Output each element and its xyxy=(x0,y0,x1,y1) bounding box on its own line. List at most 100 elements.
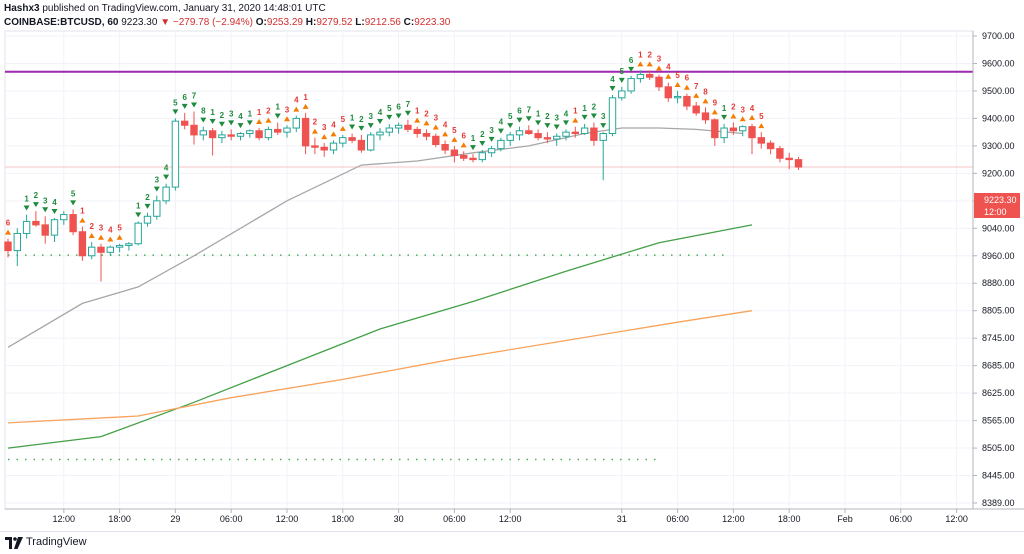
candle-body xyxy=(608,97,617,135)
td-buy-count: 2 xyxy=(220,111,225,120)
symbol-label[interactable]: COINBASE:BTCUSD, 60 xyxy=(4,17,119,28)
td-sell-count: 4 xyxy=(294,96,299,105)
td-buy-count: 2 xyxy=(592,103,597,112)
time-tick-label: 30 xyxy=(394,514,404,524)
td-sell-count: 1 xyxy=(80,207,85,216)
candle-body xyxy=(413,128,421,135)
candle-body xyxy=(534,133,542,139)
candle-body xyxy=(339,137,347,144)
candle-body xyxy=(190,124,198,136)
td-sell-count: 1 xyxy=(415,107,420,116)
td-buy-count: 5 xyxy=(173,98,178,107)
candle-body xyxy=(562,131,570,137)
td-sell-marker xyxy=(98,234,104,240)
td-sell-count: 5 xyxy=(341,115,346,124)
td-sell-count: 2 xyxy=(313,118,318,127)
price-tick-label: 8685.00 xyxy=(982,361,1015,371)
td-buy-count: 2 xyxy=(359,115,364,124)
time-tick-label: 31 xyxy=(617,514,627,524)
td-sell-marker xyxy=(637,61,644,67)
td-sell-marker xyxy=(702,98,709,104)
td-sell-count: 5 xyxy=(675,71,680,80)
footer: TradingView xyxy=(0,531,1024,554)
close-value: 9223.30 xyxy=(414,17,451,28)
td-buy-marker xyxy=(590,113,597,119)
td-sell-count: 7 xyxy=(694,82,699,91)
td-sell-marker xyxy=(665,73,672,79)
candle-body xyxy=(376,131,384,136)
candle-body xyxy=(246,130,254,135)
moving-average-line xyxy=(7,310,753,424)
candle-body xyxy=(97,246,105,253)
time-tick-label: 06:00 xyxy=(890,514,913,524)
time-axis[interactable]: 12:00 18:00 29 06:00 12:00 18:00 30 06:00 12:00 3… xyxy=(53,509,968,524)
candle-body xyxy=(78,231,87,257)
moving-average-line xyxy=(7,224,753,449)
td-sell-count: 4 xyxy=(108,225,113,234)
td-sell-marker xyxy=(321,134,328,140)
candle-body xyxy=(757,137,765,144)
td-buy-marker xyxy=(51,208,58,214)
candle-body xyxy=(134,222,142,245)
td-buy-count: 1 xyxy=(722,104,727,113)
td-sell-marker xyxy=(739,116,746,122)
candle-body xyxy=(441,144,449,151)
high-value: 9279.52 xyxy=(316,17,353,28)
td-sell-marker xyxy=(256,119,263,125)
td-buy-marker xyxy=(153,186,160,192)
td-buy-marker xyxy=(618,77,625,83)
td-sell-count: 3 xyxy=(285,105,290,114)
td-sell-marker xyxy=(711,109,718,115)
td-sell-count: 2 xyxy=(89,222,94,231)
time-tick-label: 18:00 xyxy=(332,514,355,524)
td-sell-marker xyxy=(749,114,755,120)
tradingview-logo-icon[interactable] xyxy=(5,537,23,549)
td-sell-marker xyxy=(693,92,700,98)
td-buy-count: 5 xyxy=(508,112,513,121)
candle-body xyxy=(673,95,682,99)
candle-body xyxy=(785,157,793,161)
price-tick-label: 8565.00 xyxy=(982,416,1015,426)
td-buy-marker xyxy=(581,114,588,120)
candle-body xyxy=(32,220,40,226)
td-buy-marker xyxy=(32,202,39,208)
candle-body xyxy=(432,135,440,146)
candle-body xyxy=(199,130,208,136)
td-buy-marker xyxy=(218,121,225,127)
candle-body xyxy=(255,130,263,139)
time-tick-label: 06:00 xyxy=(220,514,243,524)
td-buy-marker xyxy=(516,117,523,123)
td-buy-count: 3 xyxy=(489,126,494,135)
publish-text: published on TradingView.com, January 31… xyxy=(42,3,326,14)
time-tick-label: 12:00 xyxy=(499,514,522,524)
td-buy-marker xyxy=(507,123,514,129)
td-buy-marker xyxy=(358,125,365,131)
td-sell-count: 6 xyxy=(685,74,690,83)
td-buy-count: 1 xyxy=(24,195,29,204)
td-sell-marker xyxy=(683,84,690,90)
td-buy-count: 3 xyxy=(229,109,234,118)
price-tick-label: 9500.00 xyxy=(982,86,1015,96)
price-tick-label: 8625.00 xyxy=(982,388,1015,398)
price-axis[interactable]: 8389.00 8445.00 8505.00 8565.00 8625.00 8685.… xyxy=(973,31,1015,508)
td-sell-marker xyxy=(572,117,579,123)
td-buy-count: 1 xyxy=(210,108,215,117)
td-buy-marker xyxy=(274,113,281,119)
tradingview-brand[interactable]: TradingView xyxy=(26,536,87,548)
vertical-grid xyxy=(63,31,958,509)
time-tick-label: 12:00 xyxy=(722,514,745,524)
td-buy-count: 6 xyxy=(629,56,634,65)
candle-body xyxy=(748,126,756,139)
candle-body xyxy=(469,157,477,161)
td-sell-count: 2 xyxy=(731,103,736,112)
td-buy-count: 3 xyxy=(43,196,48,205)
plot-frame xyxy=(4,30,974,510)
td-buy-count: 1 xyxy=(350,114,355,123)
candle-body xyxy=(41,224,49,236)
td-sell-count: 3 xyxy=(99,224,104,233)
td-buy-marker xyxy=(628,66,635,72)
ohlc-legend: COINBASE:BTCUSD, 60 9223.30 ▼ −279.78 (−… xyxy=(4,17,450,28)
price-tick-label: 9040.00 xyxy=(982,223,1015,233)
author-name[interactable]: Hashx3 xyxy=(4,3,40,14)
